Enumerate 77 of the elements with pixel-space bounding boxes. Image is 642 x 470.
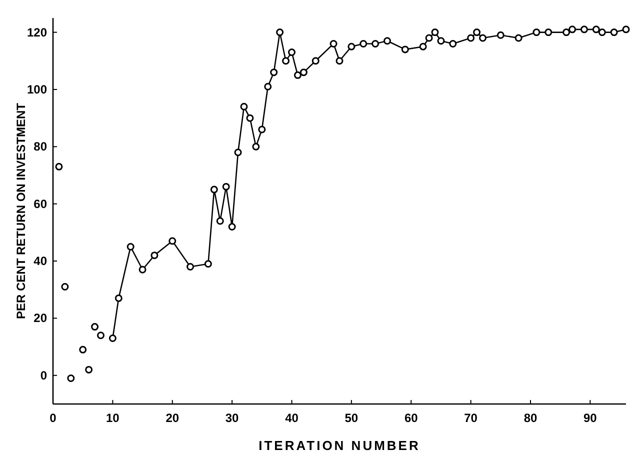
point (294, 71, 302, 79)
x-tick-label: 60 (404, 411, 418, 425)
point (360, 40, 368, 48)
y-tick-label: 100 (26, 82, 48, 96)
point (592, 26, 600, 34)
point (210, 186, 218, 194)
x-tick-label: 50 (344, 411, 358, 425)
x-tick-label: 10 (106, 411, 120, 425)
point (479, 34, 486, 42)
point (55, 162, 63, 170)
point (496, 31, 504, 39)
point (138, 266, 146, 274)
point (126, 242, 134, 250)
point (449, 40, 457, 48)
point (419, 42, 427, 50)
x-tick-label: 80 (524, 411, 538, 425)
point (270, 68, 278, 76)
point (222, 182, 230, 190)
point (300, 68, 308, 76)
y-tick-label: 120 (26, 25, 48, 40)
point (580, 26, 588, 34)
y-axis-title: PER CENT RETURN ON INVESTMENT (14, 102, 28, 320)
point (336, 57, 344, 65)
point (97, 332, 104, 340)
point (473, 28, 481, 36)
point (622, 26, 630, 34)
point (330, 40, 338, 48)
point (312, 57, 320, 65)
point (61, 283, 69, 291)
point (79, 346, 87, 354)
point (67, 374, 75, 382)
point (85, 366, 93, 374)
point (252, 142, 260, 150)
x-tick-label: 20 (166, 411, 180, 425)
point (276, 28, 284, 36)
x-tick-label: 40 (285, 411, 299, 425)
point (216, 217, 224, 225)
point (234, 148, 242, 156)
point (544, 28, 552, 36)
point (114, 294, 122, 302)
point (598, 28, 606, 36)
y-tick-label: 60 (34, 196, 48, 211)
y-tick-label: 80 (34, 140, 48, 154)
x-tick-label: 30 (225, 411, 240, 425)
point (437, 37, 445, 45)
point (425, 34, 433, 42)
y-tick-label: 0 (40, 368, 48, 382)
point (240, 102, 248, 110)
point (204, 260, 212, 268)
point (610, 28, 618, 36)
x-tick-label: 70 (464, 411, 478, 425)
point (372, 40, 380, 48)
point (91, 323, 99, 331)
x-tick-label: 90 (584, 411, 598, 425)
x-tick-label: 0 (50, 411, 57, 425)
point (467, 34, 475, 42)
y-tick-label: 40 (34, 254, 48, 268)
point (246, 114, 254, 122)
point (108, 334, 116, 342)
point (562, 28, 570, 36)
point (150, 252, 158, 260)
point (288, 48, 296, 56)
x-axis-title: ITERATION NUMBER (258, 438, 420, 453)
point (228, 222, 236, 230)
y-tick-label: 20 (34, 311, 48, 326)
point (282, 57, 290, 65)
point (258, 126, 266, 134)
point (348, 42, 356, 50)
point (568, 26, 576, 34)
point (514, 34, 522, 42)
point (532, 28, 540, 36)
point (264, 82, 272, 90)
point (401, 46, 409, 54)
point (186, 263, 194, 271)
point (384, 37, 391, 45)
point (168, 237, 176, 245)
point (431, 28, 439, 36)
